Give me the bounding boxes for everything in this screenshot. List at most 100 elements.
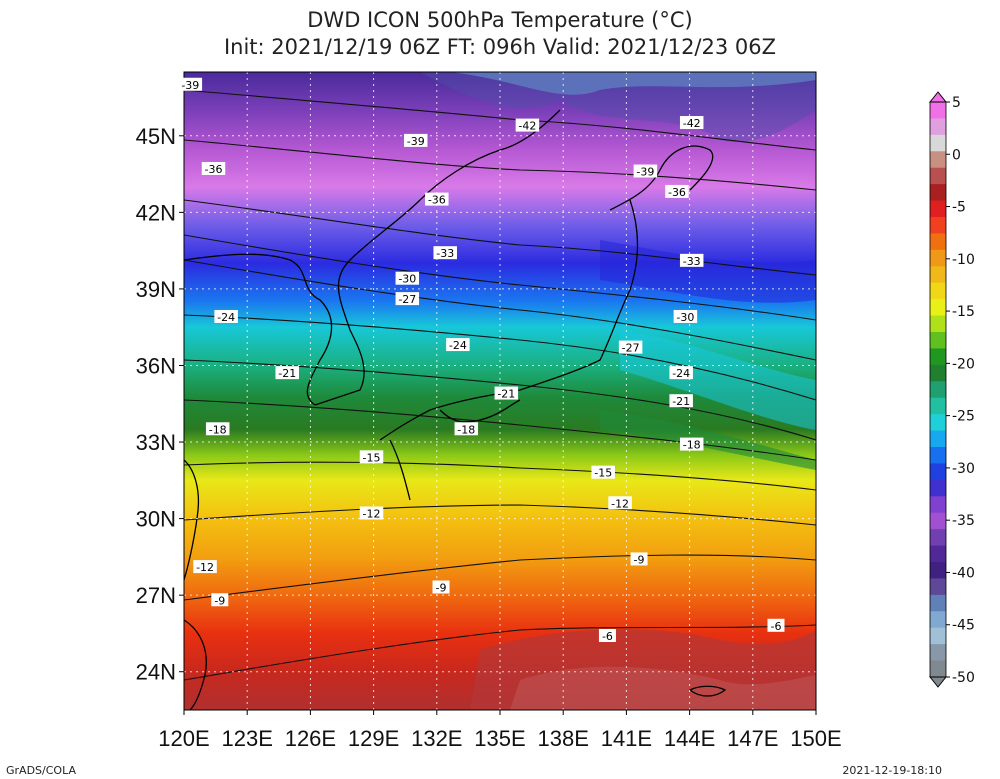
contour-label: -24 <box>669 366 693 380</box>
colorbar-swatch <box>930 364 946 382</box>
colorbar-swatch <box>930 594 946 612</box>
y-tick-label: 45N <box>136 124 176 149</box>
colorbar-swatch <box>930 529 946 547</box>
svg-text:-27: -27 <box>398 293 416 306</box>
svg-text:-12: -12 <box>611 497 629 510</box>
colorbar: 5 0 -5 -10 -15 -20 -25 -30 -35 -40 -45 -50 <box>928 91 975 688</box>
contour-label: -24 <box>446 338 470 352</box>
x-tick-label: 123E <box>222 726 273 751</box>
svg-text:-18: -18 <box>683 439 701 452</box>
svg-text:-30: -30 <box>398 273 416 286</box>
colorbar-label: -15 <box>952 304 975 320</box>
contour-label: -18 <box>679 437 704 452</box>
contour-label: -18 <box>205 422 230 436</box>
contour-label: -39 <box>633 164 658 179</box>
colorbar-label: -40 <box>952 565 975 581</box>
colorbar-label: -25 <box>952 409 975 425</box>
x-tick-label: 138E <box>538 726 589 751</box>
colorbar-swatch <box>930 430 946 448</box>
contour-label: -42 <box>679 116 704 130</box>
svg-text:-21: -21 <box>672 395 690 408</box>
y-tick-label: 36N <box>136 353 176 378</box>
svg-text:-24: -24 <box>217 311 235 324</box>
y-tick-label: 27N <box>136 583 176 608</box>
colorbar-swatch <box>930 249 946 267</box>
colorbar-swatch <box>930 463 946 481</box>
x-tick-label: 126E <box>285 726 336 751</box>
svg-text:-39: -39 <box>407 135 425 148</box>
y-tick-label: 39N <box>136 277 176 302</box>
contour-label: -21 <box>669 394 693 408</box>
svg-text:-6: -6 <box>602 630 613 643</box>
colorbar-swatch <box>930 332 946 349</box>
y-tick-label: 42N <box>136 200 176 225</box>
colorbar-label: -10 <box>952 252 975 268</box>
svg-text:-39: -39 <box>636 166 654 179</box>
svg-text:-21: -21 <box>497 388 515 401</box>
contour-label: -30 <box>673 309 698 324</box>
colorbar-swatch <box>930 200 946 218</box>
contour-label: -12 <box>608 496 632 510</box>
colorbar-swatch <box>930 315 946 333</box>
svg-text:-18: -18 <box>209 423 227 436</box>
timestamp-text: 2021-12-19-18:10 <box>842 764 942 777</box>
colorbar-swatch <box>930 660 946 678</box>
colorbar-label: -5 <box>952 200 966 216</box>
contour-label: -30 <box>395 271 420 286</box>
colorbar-top-arrow <box>928 91 948 103</box>
y-tick-label: 30N <box>136 507 176 532</box>
colorbar-swatch <box>930 102 946 119</box>
colorbar-swatch <box>930 348 946 366</box>
colorbar-swatch <box>930 299 946 317</box>
colorbar-swatch <box>930 414 946 432</box>
contour-label: -27 <box>395 292 420 306</box>
contour-label: -33 <box>433 246 457 260</box>
contour-label: -9 <box>211 593 229 607</box>
svg-text:-21: -21 <box>278 367 296 380</box>
colorbar-bottom-arrow <box>928 676 948 688</box>
contour-label: -36 <box>201 161 226 176</box>
colorbar-swatch <box>930 562 946 579</box>
svg-text:-9: -9 <box>436 582 447 595</box>
svg-text:-33: -33 <box>436 247 454 260</box>
colorbar-swatch <box>930 151 946 169</box>
colorbar-swatch <box>930 479 946 497</box>
x-tick-label: 120E <box>158 726 209 751</box>
contour-label: -15 <box>591 465 615 480</box>
contour-label: -42 <box>515 118 540 133</box>
colorbar-swatch <box>930 512 946 530</box>
map-subtitle: Init: 2021/12/19 06Z FT: 096h Valid: 202… <box>223 35 777 59</box>
contour-label: -39 <box>178 77 203 92</box>
colorbar-swatch <box>930 233 946 251</box>
colorbar-swatch <box>930 627 946 645</box>
contour-label: -12 <box>193 560 217 574</box>
contour-label: -9 <box>630 552 648 566</box>
svg-text:-30: -30 <box>676 311 694 324</box>
map-title: DWD ICON 500hPa Temperature (°C) <box>307 8 693 32</box>
svg-text:-42: -42 <box>518 120 536 133</box>
svg-text:-24: -24 <box>672 367 690 380</box>
colorbar-label: -45 <box>952 618 975 634</box>
colorbar-swatch <box>930 134 946 152</box>
x-tick-label: 147E <box>727 726 778 751</box>
contour-label: -33 <box>679 253 704 268</box>
colorbar-swatch <box>930 447 946 464</box>
colorbar-label: -20 <box>952 356 975 372</box>
colorbar-swatch <box>930 397 946 415</box>
colorbar-label: -30 <box>952 461 975 477</box>
contour-label: -39 <box>403 133 428 148</box>
colorbar-swatch <box>930 644 946 662</box>
contour-label: -6 <box>598 628 616 643</box>
svg-text:-36: -36 <box>205 163 223 176</box>
svg-text:-6: -6 <box>770 620 781 633</box>
svg-text:-36: -36 <box>428 194 446 207</box>
credit-text: GrADS/COLA <box>6 764 76 777</box>
colorbar-swatch <box>930 184 946 202</box>
contour-label: -15 <box>359 450 384 464</box>
colorbar-swatch <box>930 381 946 399</box>
svg-text:-39: -39 <box>181 79 199 92</box>
colorbar-swatch <box>930 167 946 185</box>
colorbar-swatch <box>930 578 946 596</box>
y-tick-label: 24N <box>136 660 176 685</box>
